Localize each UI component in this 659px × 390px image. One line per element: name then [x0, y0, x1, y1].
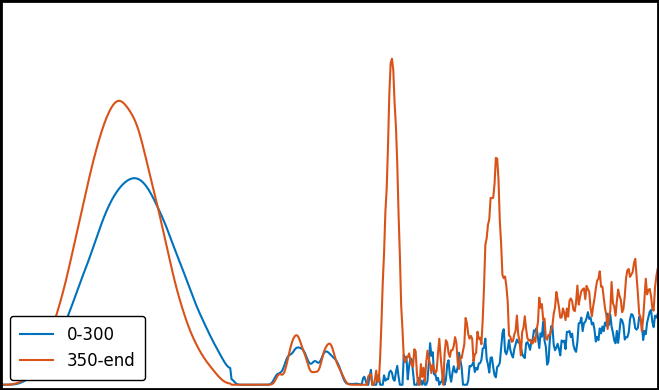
Line: 0-300: 0-300: [1, 178, 658, 385]
0-300: [130, 176, 138, 181]
350-end: [388, 57, 396, 61]
0-300: [354, 381, 362, 386]
350-end: [654, 267, 659, 271]
Line: 350-end: 350-end: [1, 59, 658, 385]
0-300: [654, 312, 659, 317]
350-end: [309, 370, 317, 374]
350-end: [353, 383, 360, 387]
0-300: [391, 378, 399, 383]
0-300: [641, 328, 648, 333]
0-300: [363, 383, 371, 387]
350-end: [538, 302, 546, 307]
350-end: [641, 297, 648, 301]
0-300: [538, 334, 546, 339]
0-300: [314, 360, 322, 365]
350-end: [313, 369, 321, 374]
350-end: [0, 383, 5, 387]
350-end: [359, 383, 367, 387]
350-end: [391, 101, 399, 106]
Legend: 0-300, 350-end: 0-300, 350-end: [10, 316, 145, 380]
0-300: [310, 359, 318, 363]
0-300: [0, 383, 5, 387]
